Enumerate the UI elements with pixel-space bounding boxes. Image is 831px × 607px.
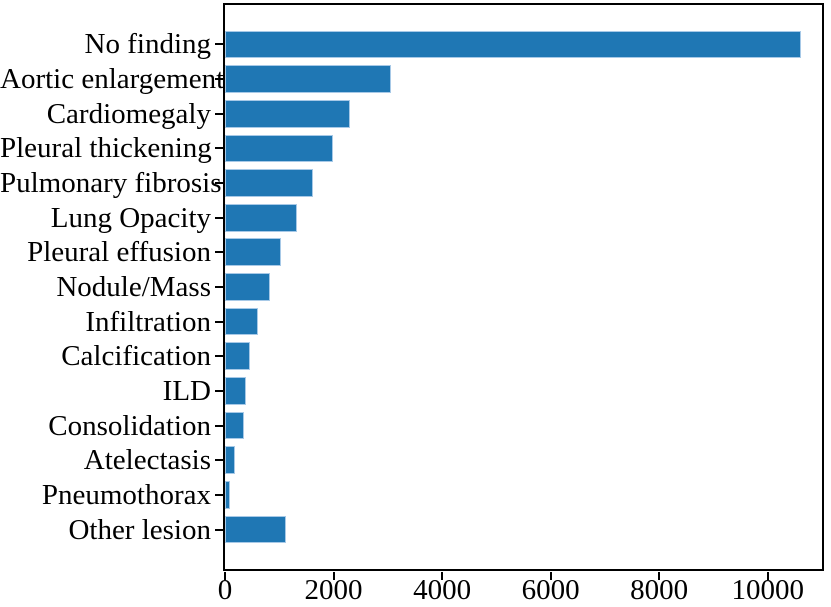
bar-pleural-effusion <box>225 238 281 267</box>
y-tick-mark <box>215 493 223 496</box>
category-label: ILD <box>162 374 211 407</box>
category-label: Pneumothorax <box>41 478 211 511</box>
plot-area <box>223 3 824 571</box>
y-tick-mark <box>215 424 223 427</box>
category-label: Cardiomegaly <box>46 97 211 130</box>
y-tick-mark <box>215 286 223 288</box>
y-tick-mark <box>215 459 223 462</box>
bar-lung-opacity <box>225 203 297 232</box>
y-tick-mark <box>215 78 223 81</box>
y-tick-mark <box>215 320 223 323</box>
y-tick-mark <box>215 355 223 358</box>
y-tick-mark <box>215 147 223 150</box>
y-tick-mark <box>215 389 223 392</box>
x-tick-label: 8000 <box>630 574 689 606</box>
category-label: Pleural effusion <box>27 236 211 269</box>
bar-infiltration <box>225 307 259 336</box>
x-tick-mark <box>549 572 552 580</box>
bar-ild <box>225 377 246 405</box>
category-label: Nodule/Mass <box>56 271 211 303</box>
category-label: Other lesion <box>68 513 211 546</box>
x-tick-label: 6000 <box>521 574 580 606</box>
x-tick-label: 2000 <box>304 574 363 606</box>
x-tick-mark <box>332 572 335 580</box>
bar-other-lesion <box>225 515 286 544</box>
category-label: Aortic enlargement <box>0 63 225 96</box>
x-tick-label: 10000 <box>731 574 804 606</box>
x-tick-mark <box>224 572 226 580</box>
category-label: Pleural thickening <box>0 132 212 165</box>
bar-aortic-enlargement <box>225 65 392 93</box>
bar-pneumothorax <box>225 481 230 509</box>
x-tick-mark <box>658 572 661 580</box>
category-label: Infiltration <box>85 305 211 338</box>
x-tick-label: 0 <box>217 574 233 606</box>
x-tick-label: 4000 <box>413 574 472 606</box>
category-label: Atelectasis <box>83 444 211 477</box>
bar-atelectasis <box>225 446 236 475</box>
y-tick-mark <box>215 112 223 115</box>
category-label: Calcification <box>61 340 211 373</box>
bar-no-finding <box>225 30 801 59</box>
y-tick-mark <box>215 43 223 46</box>
y-tick-mark <box>215 528 223 531</box>
x-tick-mark <box>766 572 769 580</box>
category-label: Consolidation <box>48 409 211 442</box>
bar-cardiomegaly <box>225 99 350 128</box>
category-label: Lung Opacity <box>50 201 211 234</box>
y-tick-mark <box>215 251 223 254</box>
category-label: No finding <box>84 28 211 61</box>
bar-consolidation <box>225 411 245 440</box>
bar-calcification <box>225 342 250 371</box>
x-tick-mark <box>441 572 444 580</box>
bar-pulmonary-fibrosis <box>225 169 313 197</box>
category-label: Pulmonary fibrosis <box>0 167 222 200</box>
y-tick-mark <box>215 216 223 219</box>
bar-nodule-mass <box>225 273 270 301</box>
y-tick-mark <box>215 182 223 185</box>
bar-pleural-thickening <box>225 134 333 163</box>
